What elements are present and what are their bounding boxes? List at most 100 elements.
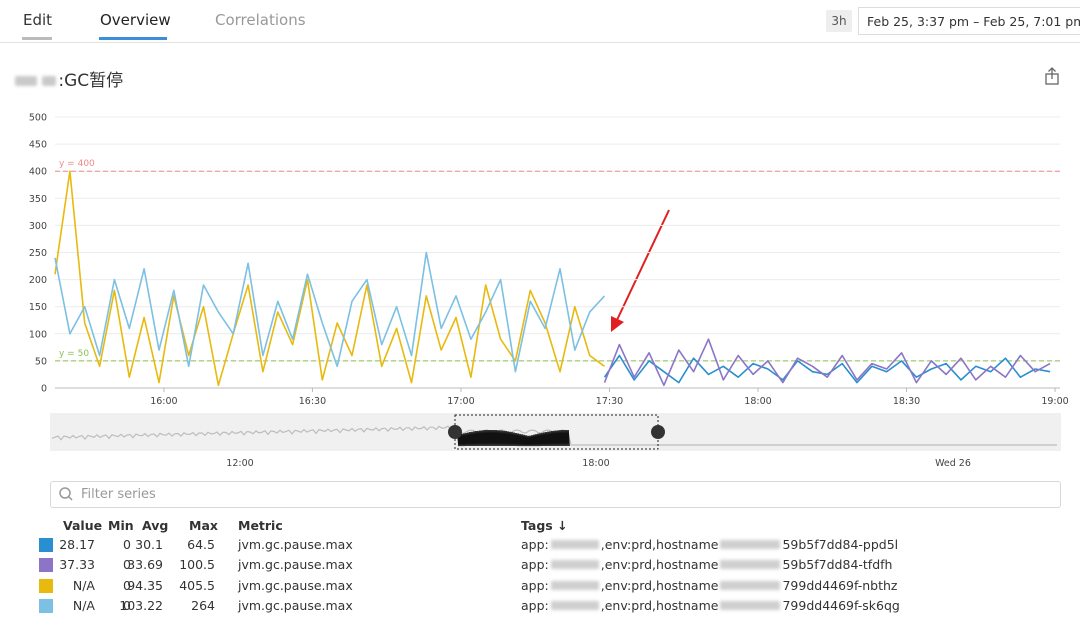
share-tip xyxy=(1048,67,1056,72)
search-icon xyxy=(59,487,73,501)
min-cell: 0 xyxy=(123,597,131,613)
x-tick-label: 16:30 xyxy=(299,396,326,407)
max-cell: 100.5 xyxy=(179,557,215,573)
min-cell: 0 xyxy=(123,557,131,573)
navigator-tick-label: 12:00 xyxy=(226,458,253,469)
column-header: Value xyxy=(63,518,103,533)
y-tick-label: 0 xyxy=(41,384,47,395)
redacted xyxy=(550,540,599,549)
tab[interactable]: Overview xyxy=(100,11,171,29)
x-tick-label: 19:00 xyxy=(1041,396,1068,407)
y-tick-label: 450 xyxy=(29,140,47,151)
widget-title: :GC暂停 xyxy=(15,66,123,91)
series-swatch xyxy=(39,538,53,552)
tags-cell: app: ,env:prd,hostname 799dd4469f-nbthz xyxy=(521,578,897,593)
navigator-handle[interactable] xyxy=(651,425,665,439)
tag-text: app: xyxy=(521,537,549,552)
metric-cell: jvm.gc.pause.max xyxy=(238,577,353,593)
title-text: :GC暂停 xyxy=(58,71,124,91)
y-tick-label: 400 xyxy=(29,167,47,178)
reference-label: y = 400 xyxy=(59,159,95,169)
navigator xyxy=(50,413,1061,451)
navigator-selected-trace xyxy=(457,429,570,447)
metric-cell: jvm.gc.pause.max xyxy=(238,537,353,552)
time-span[interactable]: 3h xyxy=(826,10,852,32)
navigator-tick-label: Wed 26 xyxy=(935,458,971,469)
value-cell: 28.17 xyxy=(59,537,95,552)
tag-text: app: xyxy=(521,577,549,593)
tag-text: ,env:prd,hostname xyxy=(600,597,719,613)
max-cell: 64.5 xyxy=(187,537,215,552)
tab[interactable]: Edit xyxy=(23,11,53,29)
y-tick-label: 150 xyxy=(29,302,47,313)
tag-text: app: xyxy=(521,597,549,613)
tag-text: ,env:prd,hostname xyxy=(600,577,719,593)
avg-cell: 30.1 xyxy=(135,537,163,552)
x-tick-label: 17:00 xyxy=(447,396,474,407)
arrow-head xyxy=(611,316,624,332)
avg-cell: 33.69 xyxy=(127,557,163,573)
value-cell: N/A xyxy=(72,597,95,613)
metric-cell: jvm.gc.pause.max xyxy=(238,597,353,613)
reference-label: y = 50 xyxy=(59,349,89,359)
series-line xyxy=(54,170,605,387)
column-header: Max xyxy=(189,518,218,533)
max-cell: 405.5 xyxy=(179,577,215,593)
y-tick-label: 300 xyxy=(29,221,47,232)
filter-input[interactable]: Filter series xyxy=(50,481,1061,508)
value-cell: N/A xyxy=(72,577,95,593)
redacted xyxy=(550,560,599,570)
tag-text: 59b5f7dd84-ppd5l xyxy=(782,537,899,552)
share-icon[interactable] xyxy=(1045,67,1059,85)
tag-text: ,env:prd,hostname xyxy=(600,557,719,573)
column-header: Metric xyxy=(238,518,283,533)
x-tick-label: 16:00 xyxy=(150,396,177,407)
y-tick-label: 250 xyxy=(29,248,47,259)
navigator-tick-label: 18:00 xyxy=(582,458,609,469)
tags-cell: app: ,env:prd,hostname 59b5f7dd84-ppd5l xyxy=(521,537,898,552)
redacted xyxy=(720,580,781,590)
annotation-arrow xyxy=(611,209,670,332)
max-cell: 264 xyxy=(191,597,215,613)
min-cell: 0 xyxy=(123,577,131,593)
redacted xyxy=(15,76,37,86)
value-cell: 37.33 xyxy=(59,557,95,573)
search-handle xyxy=(67,495,73,501)
tag-text: app: xyxy=(521,557,549,573)
series-swatch xyxy=(39,558,53,573)
x-tick-label: 17:30 xyxy=(596,396,623,407)
tab[interactable]: Correlations xyxy=(215,11,306,29)
redacted xyxy=(720,600,781,610)
arrow-line xyxy=(616,209,670,321)
tags-cell: app: ,env:prd,hostname 59b5f7dd84-tfdfh xyxy=(521,557,892,572)
tag-text: 799dd4469f-sk6qg xyxy=(782,597,900,613)
min-cell: 0 xyxy=(123,537,131,552)
series-swatch xyxy=(39,578,53,593)
header: Edit Overview Correlations 3h Feb 25, 3:… xyxy=(0,0,1080,43)
y-tick-label: 350 xyxy=(29,194,47,205)
x-tick-label: 18:00 xyxy=(744,396,771,407)
y-tick-label: 50 xyxy=(35,356,47,367)
tab-underline xyxy=(99,37,167,40)
column-header: Tags ↓ xyxy=(521,518,568,533)
column-header: Min xyxy=(108,518,134,533)
tag-text: 799dd4469f-nbthz xyxy=(782,577,898,593)
search-circle xyxy=(59,487,71,499)
navigator-handle[interactable] xyxy=(448,425,462,439)
time-range[interactable]: Feb 25, 3:37 pm – Feb 25, 7:01 pm xyxy=(858,7,1080,35)
series-swatch xyxy=(39,598,53,613)
redacted xyxy=(42,76,57,86)
tab-underline xyxy=(22,37,52,40)
series-line xyxy=(54,251,606,373)
y-tick-label: 500 xyxy=(29,113,47,124)
redacted xyxy=(720,540,781,549)
tag-text: ,env:prd,hostname xyxy=(600,537,719,552)
x-tick-label: 18:30 xyxy=(893,396,920,407)
avg-cell: 103.22 xyxy=(119,597,163,613)
tag-text: 59b5f7dd84-tfdfh xyxy=(782,557,893,573)
redacted xyxy=(550,580,599,590)
series-line xyxy=(603,354,1051,384)
plot: 0 50 100 150 200 250 300 350 400 450 500 16:00 16:30… xyxy=(29,113,1069,408)
